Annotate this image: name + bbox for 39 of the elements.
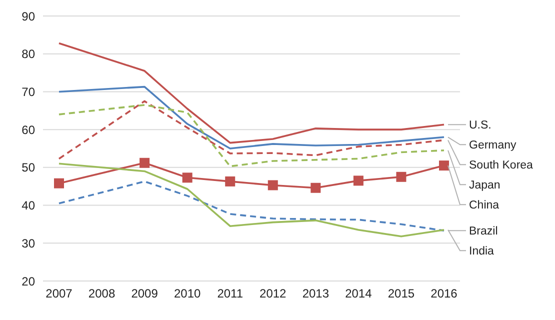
y-tick-label: 50 (22, 160, 36, 175)
y-tick-label: 80 (22, 47, 36, 62)
point (182, 172, 192, 183)
x-tick-label: 2009 (131, 286, 158, 301)
point (225, 176, 236, 186)
line-series (58, 86, 445, 150)
point (54, 178, 64, 188)
point (439, 160, 449, 171)
y-tick-label: 30 (22, 236, 36, 250)
x-tick-label: 2016 (430, 286, 458, 301)
x-tick-label: 2014 (345, 286, 372, 301)
x-tick-label: 2015 (388, 286, 415, 301)
point (353, 176, 364, 186)
text: China (469, 200, 500, 212)
y-tick-label: 20 (22, 274, 36, 288)
text: India (469, 246, 495, 258)
y-tick-label: 70 (22, 84, 36, 99)
point (310, 182, 321, 193)
point (140, 158, 150, 168)
text: U.S. (469, 120, 492, 132)
y-tick-label: 60 (22, 122, 36, 137)
text: Germany (469, 140, 517, 152)
text: Brazil (469, 226, 498, 238)
line-series (58, 180, 445, 232)
point (396, 172, 406, 182)
x-tick-label: 2007 (46, 286, 73, 301)
x-tick-label: 2013 (302, 286, 330, 301)
x-tick-label: 2008 (88, 286, 116, 301)
x-tick-label: 2012 (260, 286, 287, 301)
line-series (58, 162, 445, 238)
x-tick-label: 2010 (174, 286, 202, 301)
point (268, 180, 278, 190)
line-series (58, 104, 445, 168)
y-tick-label: 40 (22, 198, 36, 213)
text: Japan (469, 180, 500, 192)
x-tick-label: 2011 (217, 286, 244, 301)
y-tick-label: 90 (22, 9, 36, 24)
text: South Korea (469, 160, 534, 172)
line-series (58, 42, 445, 144)
